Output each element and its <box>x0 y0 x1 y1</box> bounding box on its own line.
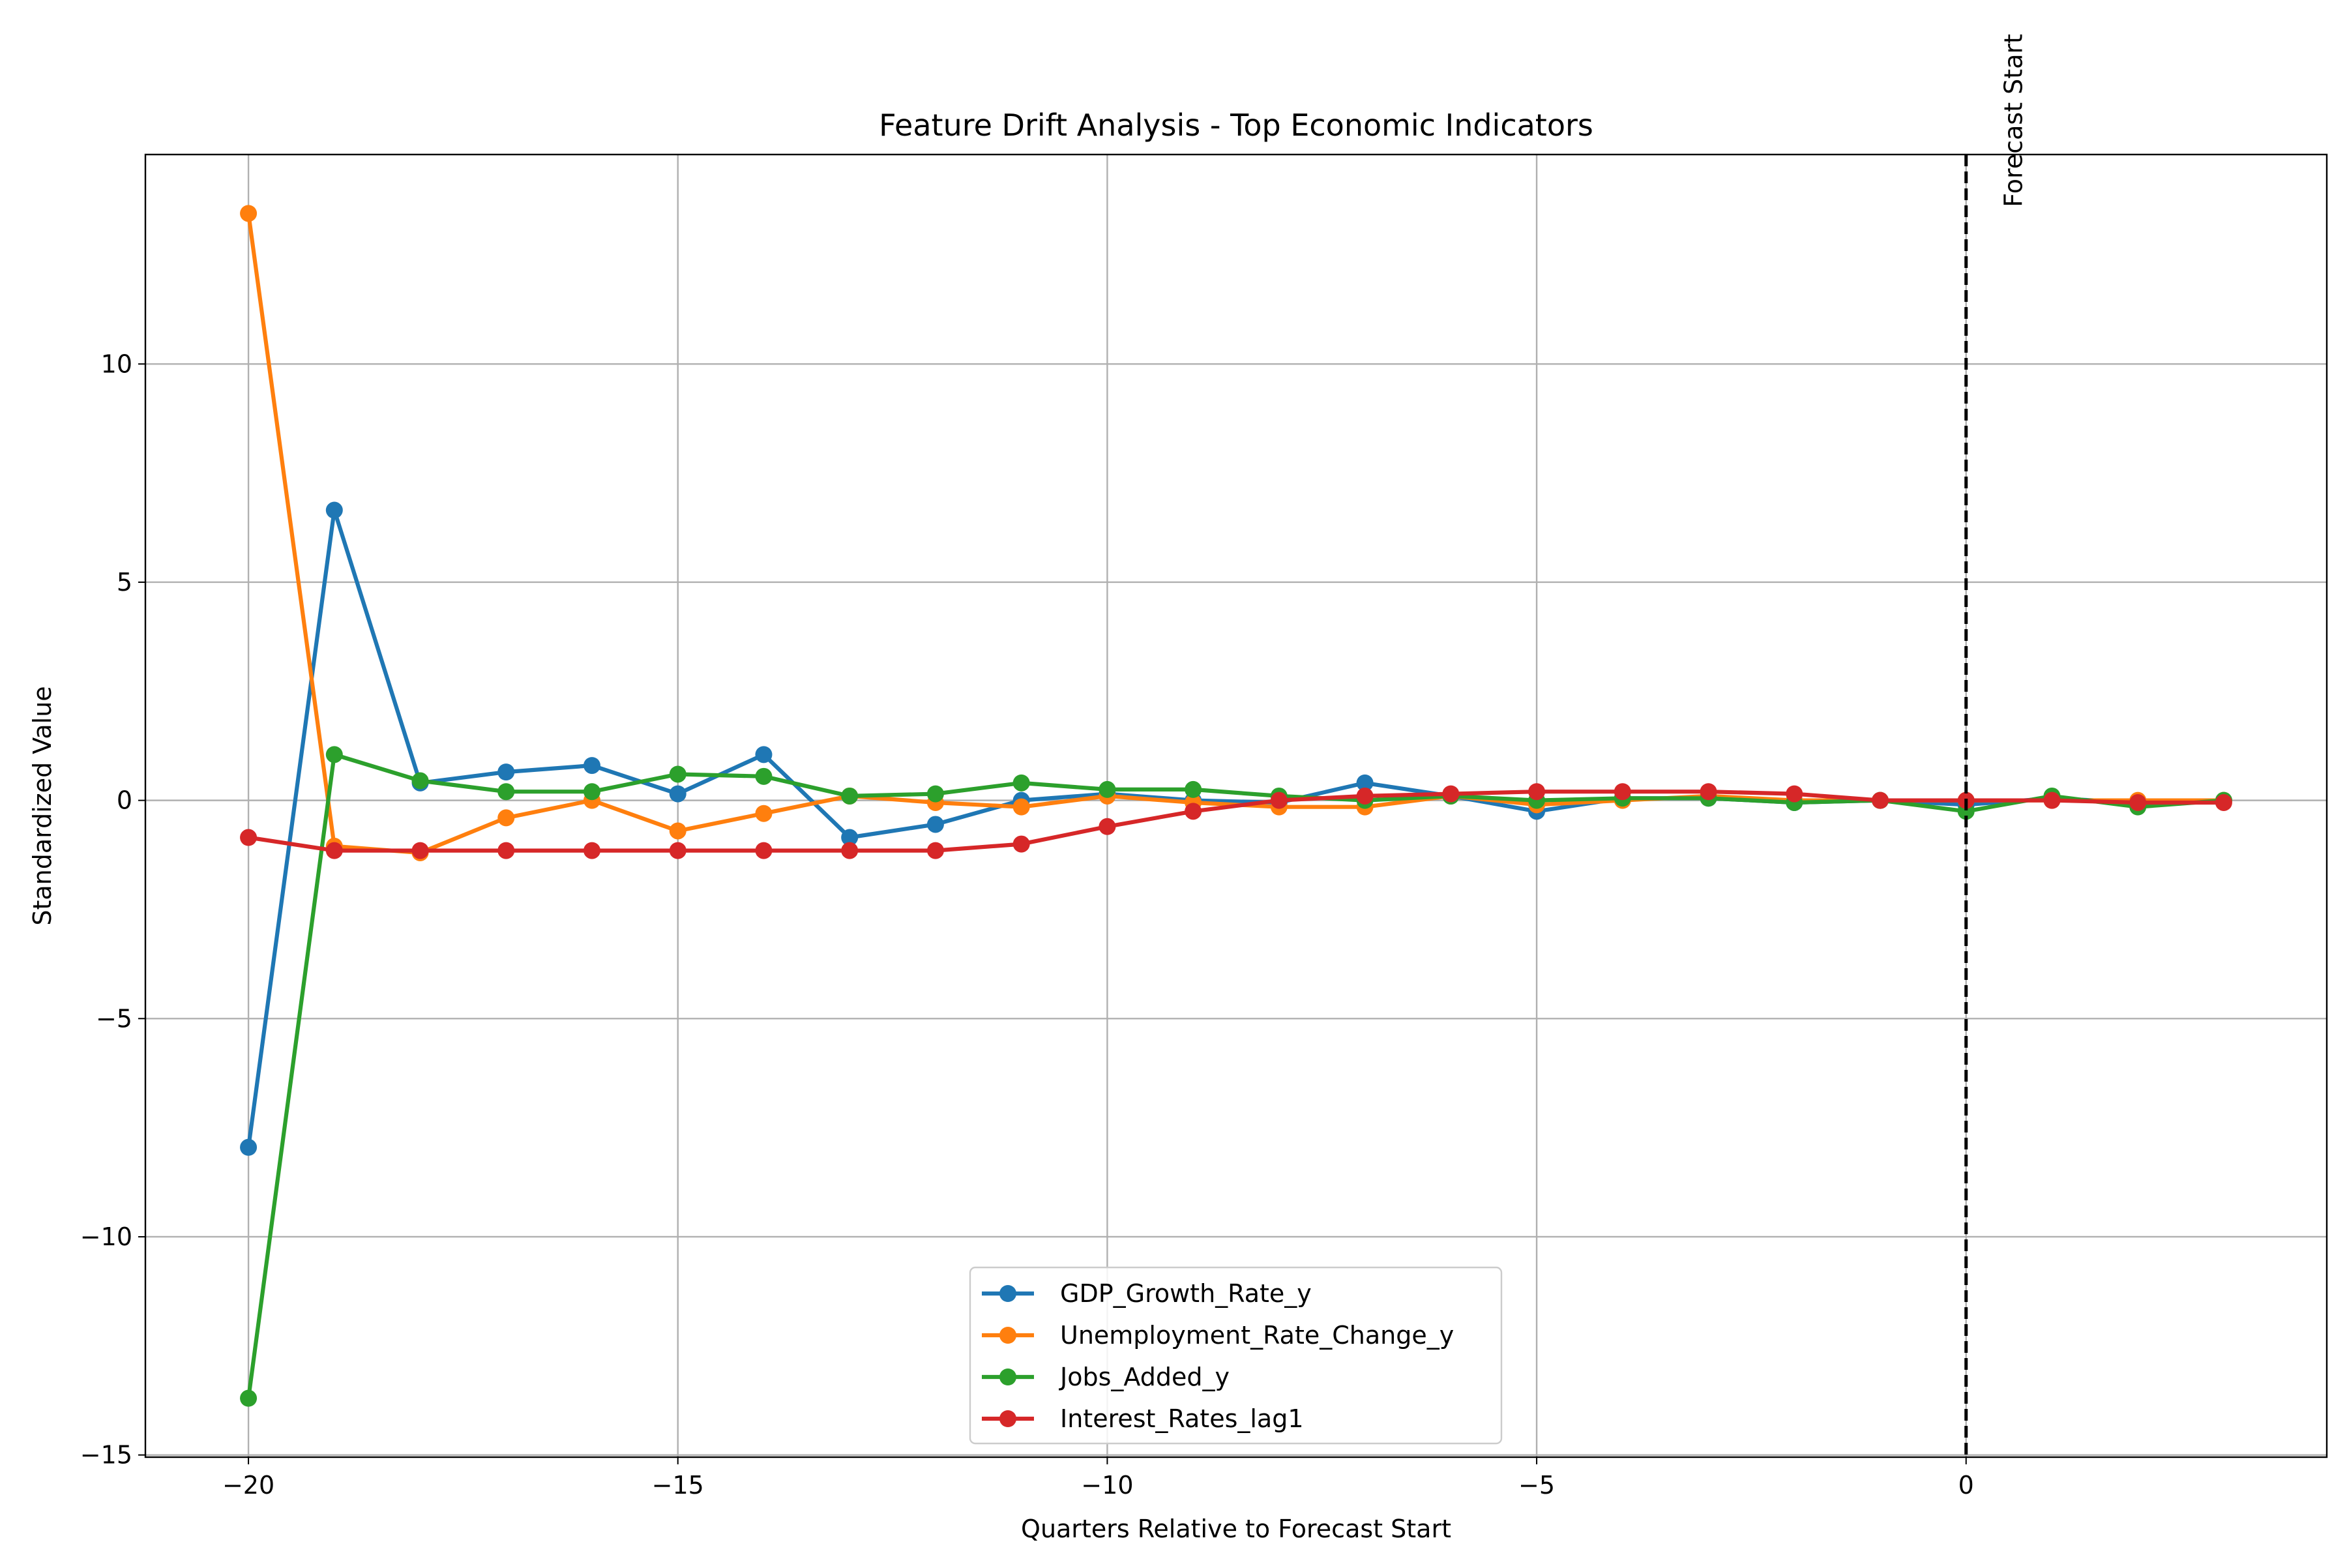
legend-swatch-marker <box>999 1368 1016 1385</box>
data-point <box>1614 783 1631 801</box>
data-point <box>755 746 773 763</box>
data-point <box>1442 785 1460 803</box>
data-point <box>497 783 515 801</box>
y-tick-label: 0 <box>117 786 132 815</box>
y-tick-label: −10 <box>80 1222 132 1251</box>
legend-label: Jobs_Added_y <box>1059 1363 1230 1391</box>
data-point <box>1871 791 1889 809</box>
legend-label: GDP_Growth_Rate_y <box>1060 1279 1312 1308</box>
data-point <box>240 1138 258 1156</box>
x-axis-label: Quarters Relative to Forecast Start <box>1021 1515 1451 1543</box>
legend-label: Unemployment_Rate_Change_y <box>1060 1321 1454 1350</box>
data-point <box>1270 791 1288 809</box>
data-point <box>755 842 773 859</box>
data-point <box>325 746 343 763</box>
data-point <box>755 805 773 822</box>
data-point <box>583 842 601 859</box>
data-point <box>1012 798 1030 816</box>
x-tick-label: −15 <box>652 1471 704 1500</box>
data-point <box>926 816 944 833</box>
data-point <box>841 787 859 805</box>
data-point <box>497 842 515 859</box>
data-point <box>2215 793 2232 811</box>
data-point <box>583 783 601 801</box>
x-tick-label: −10 <box>1081 1471 1133 1500</box>
y-tick-label: −5 <box>96 1004 132 1033</box>
data-point <box>1786 785 1803 803</box>
y-axis-label: Standardized Value <box>28 686 57 925</box>
data-point <box>240 829 258 846</box>
data-point <box>240 205 258 222</box>
data-point <box>1528 783 1546 801</box>
data-point <box>1012 774 1030 791</box>
data-point <box>497 809 515 827</box>
data-point <box>926 842 944 859</box>
grid <box>145 155 2327 1457</box>
annotation-layer: Forecast Start <box>1964 34 2028 1457</box>
data-point <box>1012 835 1030 853</box>
data-point <box>325 842 343 859</box>
data-point <box>841 829 859 846</box>
data-point <box>841 842 859 859</box>
legend: GDP_Growth_Rate_y Unemployment_Rate_Chang… <box>969 1266 1503 1445</box>
series-layer <box>240 205 2232 1407</box>
data-point <box>669 765 686 783</box>
legend-item: Unemployment_Rate_Change_y <box>982 1321 1454 1350</box>
legend-item: Interest_Rates_lag1 <box>982 1404 1304 1433</box>
legend-box <box>969 1266 1503 1445</box>
series-4 <box>240 783 2232 859</box>
x-tick-label: 0 <box>1958 1471 1974 1500</box>
data-point <box>1356 774 1374 791</box>
legend-item: GDP_Growth_Rate_y <box>982 1279 1312 1308</box>
data-point <box>1099 818 1116 835</box>
data-point <box>497 763 515 781</box>
data-point <box>926 785 944 803</box>
legend-swatch-marker <box>999 1285 1016 1302</box>
chart-title: Feature Drift Analysis - Top Economic In… <box>879 108 1593 143</box>
x-tick-label: −5 <box>1518 1471 1555 1500</box>
data-point <box>1356 787 1374 805</box>
plot-frame <box>144 153 2328 1458</box>
y-tick-label: 5 <box>117 568 132 597</box>
data-point <box>669 785 686 803</box>
legend-label: Interest_Rates_lag1 <box>1060 1404 1304 1433</box>
data-point <box>1700 783 1717 801</box>
legend-swatch-marker <box>999 1410 1016 1427</box>
data-point <box>1185 803 1202 820</box>
data-point <box>2129 793 2147 811</box>
axis-ticks: −20 −15 −10 −5 0 −15 −10 −5 0 5 10 <box>80 349 1974 1500</box>
data-point <box>325 501 343 519</box>
forecast-start-label: Forecast Start <box>2000 34 2028 207</box>
data-point <box>669 822 686 840</box>
data-point <box>1099 780 1116 798</box>
data-point <box>411 772 429 790</box>
legend-swatch-marker <box>999 1327 1016 1344</box>
y-tick-label: −15 <box>80 1441 132 1470</box>
data-point <box>669 842 686 859</box>
data-point <box>411 842 429 859</box>
data-point <box>1185 780 1202 798</box>
series-line <box>246 790 2226 853</box>
y-tick-label: 10 <box>101 349 132 378</box>
data-point <box>240 1389 258 1407</box>
x-tick-label: −20 <box>222 1471 274 1500</box>
data-point <box>2043 791 2061 809</box>
data-point <box>755 767 773 785</box>
data-point <box>583 757 601 775</box>
legend-item: Jobs_Added_y <box>982 1363 1230 1391</box>
